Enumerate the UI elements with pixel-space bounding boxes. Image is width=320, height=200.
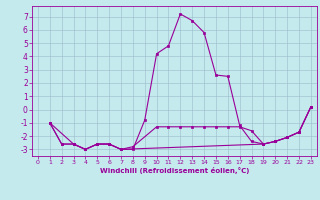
X-axis label: Windchill (Refroidissement éolien,°C): Windchill (Refroidissement éolien,°C)	[100, 167, 249, 174]
